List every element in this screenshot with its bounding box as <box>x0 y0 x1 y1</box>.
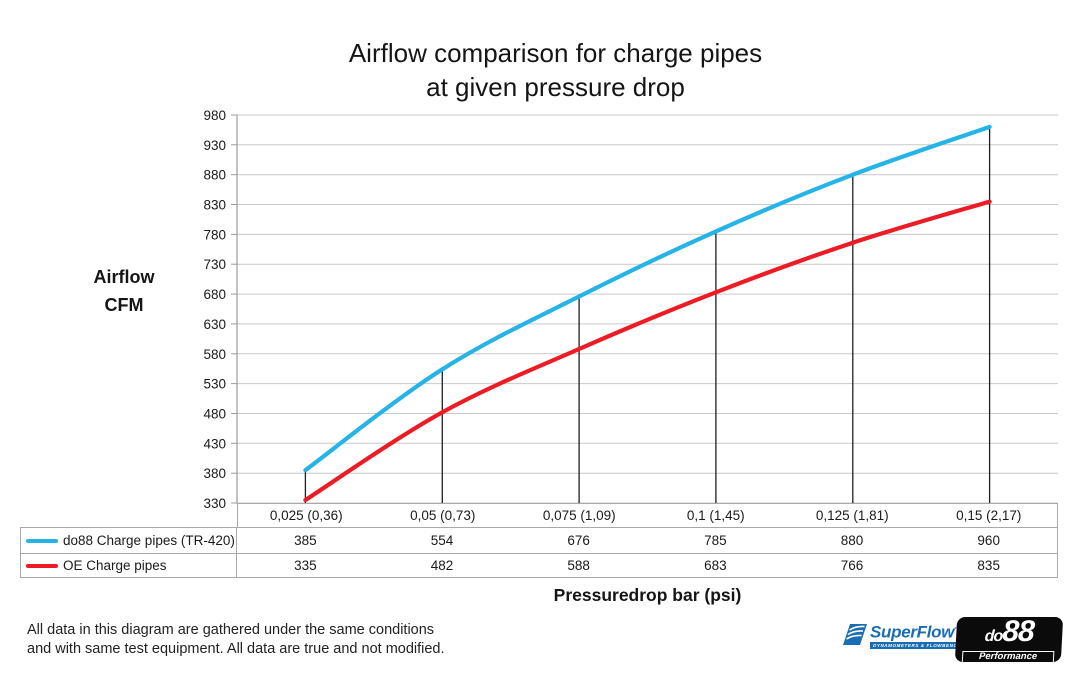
y-tick-label: 680 <box>203 287 226 302</box>
superflow-wave-icon <box>840 622 867 652</box>
x-category-label: 0,05 (0,73) <box>410 508 476 523</box>
x-category-label: 0,125 (1,81) <box>815 508 889 523</box>
do88-performance-label: Performance <box>961 651 1055 664</box>
y-tick-label: 380 <box>203 466 226 481</box>
legend-series-name: do88 Charge pipes (TR-420) <box>63 533 235 548</box>
superflow-logo: SuperFlow™ DYNAMOMETERS & FLOWBENCHES <box>840 622 972 652</box>
table-value-cell: 554 <box>430 533 454 548</box>
do88-prefix: do <box>984 628 1003 645</box>
footer-disclaimer: All data in this diagram are gathered un… <box>27 621 445 659</box>
y-tick-label: 880 <box>203 168 226 183</box>
legend-line-swatch <box>26 538 58 543</box>
chart-title-line2: at given pressure drop <box>426 72 685 102</box>
table-value-cell: 588 <box>567 558 590 573</box>
y-tick-label: 530 <box>203 377 226 392</box>
x-category-header-row: 0,025 (0,36) 0,05 (0,73) 0,075 (1,09) 0,1 (… <box>237 503 1058 527</box>
y-tick-label: 930 <box>203 138 226 153</box>
x-axis-title: Pressuredrop bar (psi) <box>553 585 742 605</box>
legend-line-swatch <box>26 563 58 568</box>
x-category-label: 0,025 (0,36) <box>269 508 343 523</box>
y-tick-label: 480 <box>203 407 226 422</box>
legend-series-name: OE Charge pipes <box>63 558 167 573</box>
line-chart-plot-area: 330 380 430 480 530 580 630 680 730 780 830 880 930 9… <box>203 108 1058 511</box>
table-value-cell: 960 <box>977 533 1000 548</box>
footer-line2: and with same test equipment. All data a… <box>27 641 445 657</box>
table-value-cell: 683 <box>704 558 727 573</box>
series-line <box>303 199 992 503</box>
footer-line1: All data in this diagram are gathered un… <box>27 622 435 638</box>
superflow-name: SuperFlow™ <box>870 622 960 641</box>
do88-number: 88 <box>1001 615 1035 648</box>
y-tick-label: 830 <box>203 198 226 213</box>
do88-wordmark: do88 <box>984 615 1035 651</box>
table-row: OE Charge pipes 335 482 588 683 766 835 <box>20 553 1058 578</box>
y-axis-title: Airflow CFM <box>74 263 174 319</box>
x-category-label: 0,075 (1,09) <box>542 508 616 523</box>
legend-entry: do88 Charge pipes (TR-420) <box>21 528 237 553</box>
y-tick-label: 330 <box>203 496 226 511</box>
table-row: do88 Charge pipes (TR-420) 385 554 676 785 88… <box>20 527 1058 553</box>
table-value-cell: 835 <box>977 558 1000 573</box>
y-axis-title-line2: CFM <box>104 295 144 315</box>
do88-logo: do88 Performance <box>954 615 1064 664</box>
table-value-cell: 676 <box>567 533 590 548</box>
legend-entry: OE Charge pipes <box>21 554 237 577</box>
table-value-cell: 482 <box>430 558 454 573</box>
y-tick-label: 630 <box>203 317 226 332</box>
table-value-cell: 335 <box>294 558 317 573</box>
x-category-label: 0,15 (2,17) <box>956 508 1022 523</box>
chart-title: Airflow comparison for charge pipes at g… <box>30 36 1081 104</box>
y-tick-label: 730 <box>203 257 226 272</box>
y-tick-label: 430 <box>203 436 226 451</box>
y-tick-label: 780 <box>203 227 226 242</box>
y-tick-label: 580 <box>203 347 226 362</box>
x-category-label: 0,1 (1,45) <box>686 508 745 523</box>
table-value-cell: 785 <box>704 533 727 548</box>
table-value-cell: 385 <box>294 533 317 548</box>
y-tick-label: 980 <box>203 108 226 123</box>
chart-title-line1: Airflow comparison for charge pipes <box>348 38 763 68</box>
series-line <box>303 124 992 473</box>
superflow-tagline: DYNAMOMETERS & FLOWBENCHES <box>870 641 972 649</box>
table-value-cell: 766 <box>840 558 864 573</box>
table-value-cell: 880 <box>840 533 864 548</box>
y-axis-title-line1: Airflow <box>93 267 155 287</box>
